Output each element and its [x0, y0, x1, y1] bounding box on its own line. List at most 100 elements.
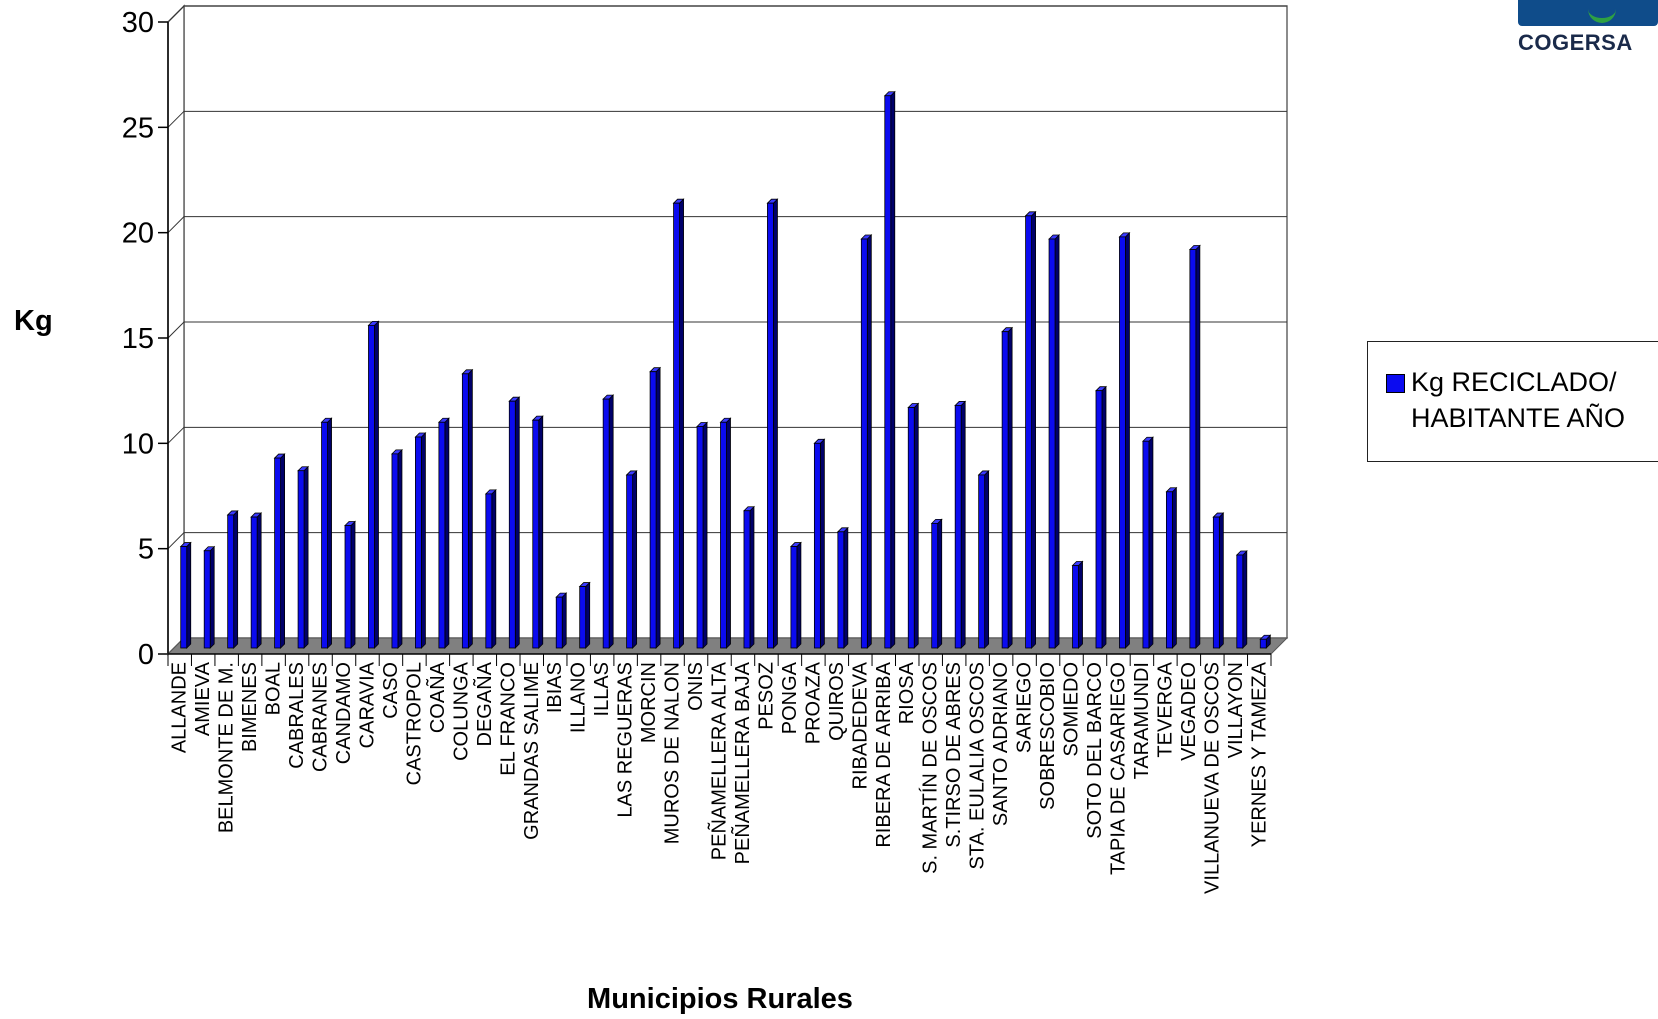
x-axis-label: Municipios Rurales [587, 983, 853, 1015]
x-tick-label: MUROS DE NALON [662, 662, 684, 844]
bar-side [491, 488, 497, 649]
bar-side [1195, 244, 1201, 649]
bar [954, 405, 962, 649]
x-tick-label: PEÑAMELLERA BAJA [730, 661, 754, 864]
bar-side [1031, 210, 1036, 649]
y-tick-label: 20 [122, 218, 154, 250]
gridline [167, 426, 1287, 444]
x-tick-label: STA. EULALIA OSCOS [967, 662, 989, 869]
x-tick-label: SANTO ADRIANO [990, 662, 1012, 826]
bar [391, 453, 399, 649]
x-tick-label: CANDAMO [333, 662, 355, 764]
bar-side [937, 518, 943, 649]
bar-side [1101, 385, 1107, 649]
bar [978, 474, 986, 649]
x-tick-label: S. MARTÍN DE OSCOS [919, 662, 942, 874]
x-tick-label: SOMIEDO [1061, 662, 1083, 756]
bar [649, 371, 657, 649]
bar [1095, 390, 1103, 649]
gridline [167, 532, 1287, 550]
bar [344, 525, 352, 649]
x-tick-label: COLUNGA [450, 661, 472, 761]
bar [461, 373, 469, 649]
x-tick-label: ONIS [685, 662, 707, 711]
bar-side [890, 90, 896, 649]
bar-side [303, 465, 309, 649]
x-tick-label: ILLAS [591, 662, 613, 716]
bar-side [538, 415, 544, 649]
bar-side [773, 198, 778, 649]
x-tick-label: LAS REGUERAS [615, 662, 637, 818]
x-tick-label: PEÑAMELLERA ALTA [707, 661, 731, 860]
x-tick-label: DEGAÑA [472, 661, 496, 746]
bar [837, 531, 845, 649]
bar [532, 419, 540, 649]
x-tick-label: COAÑA [425, 661, 449, 733]
bar-side [843, 526, 849, 649]
bar-side [960, 400, 966, 649]
x-tick-label: VEGADEO [1178, 662, 1200, 761]
bar-side [280, 453, 286, 649]
x-tick-label: CABRANES [310, 662, 332, 772]
x-tick-label: PROAZA [802, 661, 824, 744]
gridline [167, 110, 1287, 128]
logo-mark-icon [1518, 0, 1658, 26]
bar [907, 407, 915, 649]
bar [884, 95, 892, 649]
bar [321, 421, 328, 649]
bar-side [1148, 436, 1154, 649]
x-tick-label: RIBERA DE ARRIBA [873, 661, 895, 847]
gridline [167, 321, 1287, 339]
bar [415, 436, 422, 649]
bar-side [585, 581, 591, 649]
x-tick-label: EL FRANCO [497, 662, 519, 776]
x-tick-label: MORCIN [638, 662, 660, 743]
bar [227, 514, 235, 649]
bar-side [1078, 560, 1083, 649]
bar-side [397, 448, 403, 649]
x-tick-label: CABRALES [286, 662, 308, 769]
x-tick-label: TEVERGA [1154, 661, 1176, 757]
bar [1142, 440, 1150, 649]
bar [1259, 638, 1267, 649]
x-tick-label: S.TIRSO DE ABRES [943, 662, 965, 848]
bar [274, 457, 282, 649]
x-tick-label: GRANDAS SALIME [521, 662, 543, 840]
bar [860, 238, 868, 649]
bar [790, 546, 798, 649]
y-tick-label: 25 [122, 112, 154, 144]
bar [626, 474, 634, 649]
bar [1212, 516, 1220, 649]
cogersa-logo: COGERSA [1510, 0, 1658, 60]
x-tick-label: YERNES Y TAMEZA [1248, 661, 1270, 847]
bar-side [233, 509, 239, 649]
x-tick-label: SOTO DEL BARCO [1084, 662, 1106, 839]
bar-side [679, 198, 684, 649]
bar-side [796, 541, 802, 649]
x-tick-label: VILLANUEVA DE OSCOS [1201, 662, 1223, 894]
gridline [167, 5, 1287, 23]
x-tick-label: PONGA [779, 661, 801, 734]
bar-side [561, 592, 567, 649]
y-axis-label: Kg [14, 305, 53, 337]
bar-side [819, 438, 825, 649]
x-tick-label: RIBADEDEVA [849, 661, 871, 789]
legend-swatch [1386, 374, 1405, 393]
bar-side [467, 368, 473, 649]
bar [813, 442, 821, 649]
bar-side [866, 234, 872, 649]
bar-side [327, 417, 332, 649]
bar [720, 421, 727, 649]
y-tick-label: 5 [138, 534, 154, 566]
bar [767, 202, 774, 649]
bar [1001, 331, 1009, 649]
y-tick-label: 0 [138, 639, 154, 671]
x-tick-label: TAPIA DE CASARIEGO [1107, 662, 1129, 875]
bar [931, 522, 939, 649]
bar-side [1054, 234, 1060, 649]
bar [696, 426, 704, 649]
bar-side [702, 421, 708, 649]
bar-side [1125, 231, 1130, 649]
